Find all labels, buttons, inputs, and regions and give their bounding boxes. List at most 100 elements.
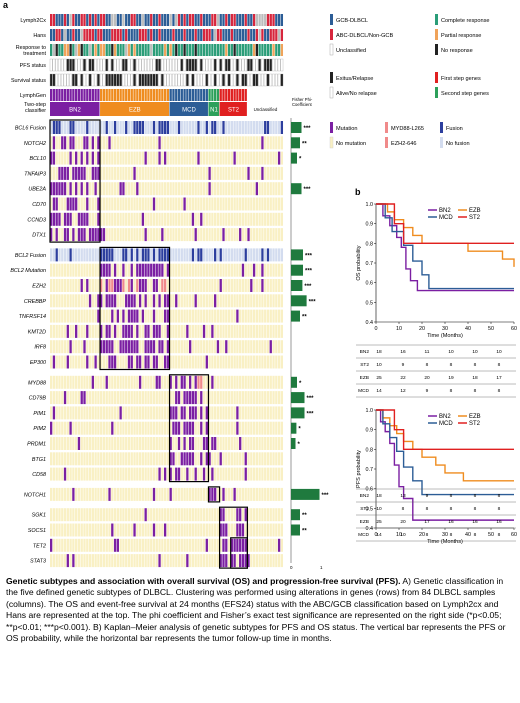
heatmap-cell <box>147 523 150 537</box>
heatmap-cell <box>172 324 175 338</box>
gene-label: TNFAIP3 <box>24 171 46 177</box>
heatmap-cell <box>116 151 119 165</box>
heatmap-cell <box>205 538 208 552</box>
heatmap-cell <box>66 508 69 522</box>
heatmap-cell <box>194 406 197 420</box>
heatmap-cell <box>169 136 172 150</box>
annotation-cell <box>105 44 108 56</box>
heatmap-cell <box>216 309 220 323</box>
heatmap-cell <box>144 151 147 165</box>
heatmap-cell <box>189 467 192 481</box>
annotation-cell <box>63 29 67 41</box>
heatmap-cell <box>239 136 242 150</box>
heatmap-cell <box>88 279 92 292</box>
heatmap-cell <box>97 340 100 354</box>
heatmap-cell <box>58 309 61 323</box>
heatmap-cell <box>141 279 145 292</box>
heatmap-cell <box>250 421 253 435</box>
heatmap-cell <box>69 452 72 466</box>
heatmap-cell <box>261 508 264 522</box>
annotation-cell <box>102 29 106 41</box>
heatmap-cell <box>255 523 258 537</box>
phi-bar <box>291 152 297 164</box>
annotation-cell <box>244 58 248 72</box>
heatmap-cell <box>86 121 89 134</box>
gene-label: CD58 <box>32 472 46 478</box>
heatmap-cell <box>247 136 250 150</box>
gene-label: UBE2A <box>28 187 46 193</box>
heatmap-cell <box>252 294 256 308</box>
annotation-cell <box>99 73 103 87</box>
annotation-cell <box>186 29 189 41</box>
annotation-cell <box>77 89 81 101</box>
heatmap-cell <box>116 406 119 420</box>
heatmap-cell <box>200 197 203 211</box>
annotation-cell <box>144 58 147 72</box>
heatmap-cell <box>208 182 211 196</box>
heatmap-cell <box>208 467 211 481</box>
heatmap-cell <box>264 121 267 134</box>
heatmap-cell <box>183 437 186 450</box>
heatmap-cell <box>163 538 167 552</box>
heatmap-cell <box>125 452 128 466</box>
cluster-box <box>207 486 221 503</box>
annotation-cell <box>252 58 256 72</box>
annotation-cell <box>255 44 258 56</box>
heatmap-cell <box>138 279 142 292</box>
heatmap-cell <box>125 228 128 242</box>
risk-table-value: 8 <box>402 506 405 512</box>
heatmap-cell <box>83 508 86 522</box>
heatmap-cell <box>113 309 117 323</box>
heatmap-cell <box>200 294 203 308</box>
heatmap-cell <box>147 228 150 242</box>
heatmap-cell <box>147 391 150 405</box>
heatmap-cell <box>69 421 72 435</box>
heatmap-cell <box>50 212 53 226</box>
heatmap-cell <box>275 452 278 466</box>
heatmap-cell <box>280 228 284 242</box>
annotation-cell <box>269 44 272 56</box>
heatmap-cell <box>147 340 150 354</box>
annotation-cell <box>208 73 211 87</box>
heatmap-cell <box>175 508 178 522</box>
heatmap-cell <box>280 421 284 435</box>
annotation-cell <box>205 73 209 87</box>
heatmap-cell <box>166 212 170 226</box>
x-axis-label: Time (Months) <box>427 333 463 339</box>
heatmap-cell <box>205 437 208 450</box>
heatmap-cell <box>277 391 281 405</box>
heatmap-cell <box>108 309 111 323</box>
heatmap-cell <box>122 197 125 211</box>
phi-significance: *** <box>304 187 312 193</box>
heatmap-cell <box>269 324 272 338</box>
heatmap-cell <box>191 166 195 180</box>
heatmap-cell <box>200 228 203 242</box>
heatmap-cell <box>272 406 275 420</box>
annotation-cell <box>269 89 272 101</box>
legend-swatch <box>329 86 334 99</box>
heatmap-cell <box>58 355 61 369</box>
heatmap-cell <box>211 391 214 405</box>
heatmap-cell <box>72 197 75 211</box>
heatmap-cell <box>155 166 158 180</box>
heatmap-cell <box>277 248 281 262</box>
heatmap-cell <box>69 182 72 196</box>
heatmap-cell <box>177 151 181 165</box>
heatmap-cell <box>55 340 58 354</box>
heatmap-cell <box>130 182 133 196</box>
heatmap-cell <box>141 248 145 262</box>
heatmap-cell <box>166 467 170 481</box>
annotation-cell <box>252 44 256 56</box>
heatmap-cell <box>147 166 150 180</box>
phi-bar <box>291 376 297 388</box>
heatmap-cell <box>161 355 164 369</box>
heatmap-cell <box>258 391 261 405</box>
heatmap-cell <box>152 452 156 466</box>
heatmap-cell <box>197 263 200 277</box>
heatmap-cell <box>236 136 239 150</box>
heatmap-cell <box>239 324 242 338</box>
heatmap-cell <box>280 355 284 369</box>
heatmap-cell <box>100 340 103 354</box>
heatmap-cell <box>280 538 284 552</box>
heatmap-cell <box>186 151 189 165</box>
